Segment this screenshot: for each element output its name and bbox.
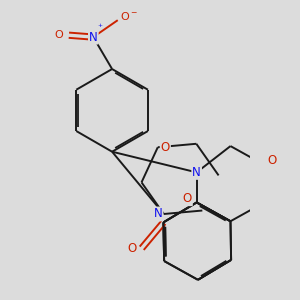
Text: N: N	[192, 166, 201, 179]
Text: O: O	[128, 242, 137, 255]
Text: O: O	[183, 192, 192, 205]
Text: N: N	[154, 208, 163, 220]
Text: O: O	[54, 30, 63, 40]
Text: O$^-$: O$^-$	[120, 11, 138, 22]
Text: O: O	[267, 154, 276, 167]
Text: $^+$: $^+$	[96, 22, 104, 31]
Text: N: N	[89, 31, 98, 44]
Text: O: O	[161, 141, 170, 154]
